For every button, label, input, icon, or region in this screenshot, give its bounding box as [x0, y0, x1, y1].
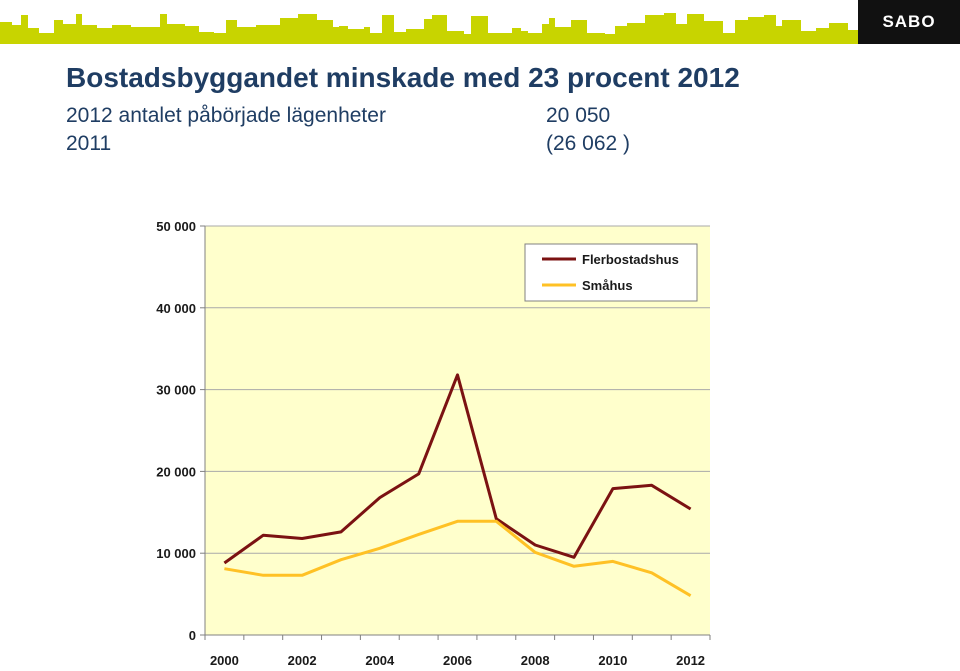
legend-label-smahus: Småhus: [582, 278, 633, 293]
y-tick-label: 0: [189, 628, 196, 643]
legend-box: [524, 243, 698, 302]
gridlines: [205, 225, 710, 554]
legend-label-flerbostadshus: Flerbostadshus: [582, 252, 679, 267]
series-lines: [223, 373, 692, 597]
x-tick-label: 2010: [598, 653, 627, 668]
header-banner: SABO: [0, 0, 960, 44]
x-tick-label: 2002: [288, 653, 317, 668]
x-tick-label: 2006: [443, 653, 472, 668]
series-line-flerbostadshus: [223, 373, 692, 565]
y-tick-label: 10 000: [156, 546, 196, 561]
logo-text: SABO: [882, 12, 936, 31]
y-tick-label: 30 000: [156, 383, 196, 398]
y-tick-label: 20 000: [156, 464, 196, 479]
stat-label: 2012 antalet påbörjade lägenheter: [66, 104, 386, 127]
city-skyline-graphic: [0, 0, 858, 44]
stat-label: 2011: [66, 132, 112, 155]
stat-line-2012: 2012 antalet påbörjade lägenheter 20 050: [66, 104, 610, 128]
legend: Flerbostadshus Småhus: [524, 243, 698, 302]
stat-value: 20 050: [546, 104, 611, 127]
x-tick-label: 2012: [676, 653, 705, 668]
x-tick-label: 2000: [210, 653, 239, 668]
sabo-logo: SABO: [858, 0, 960, 44]
axes: 0 10 000 20 000 30 000 40 000 50 000 2000 2002 2…: [156, 219, 711, 668]
y-tick-label: 40 000: [156, 301, 196, 316]
series-line-smahus: [224, 519, 692, 597]
y-tick-label: 50 000: [156, 219, 196, 234]
x-tick-label: 2004: [365, 653, 395, 668]
stat-value: (26 062 ): [546, 132, 631, 155]
stat-line-2011: 2011 (26 062 ): [66, 132, 630, 156]
slide-title: Bostadsbyggandet minskade med 23 procent…: [66, 62, 740, 93]
x-tick-label: 2008: [521, 653, 550, 668]
